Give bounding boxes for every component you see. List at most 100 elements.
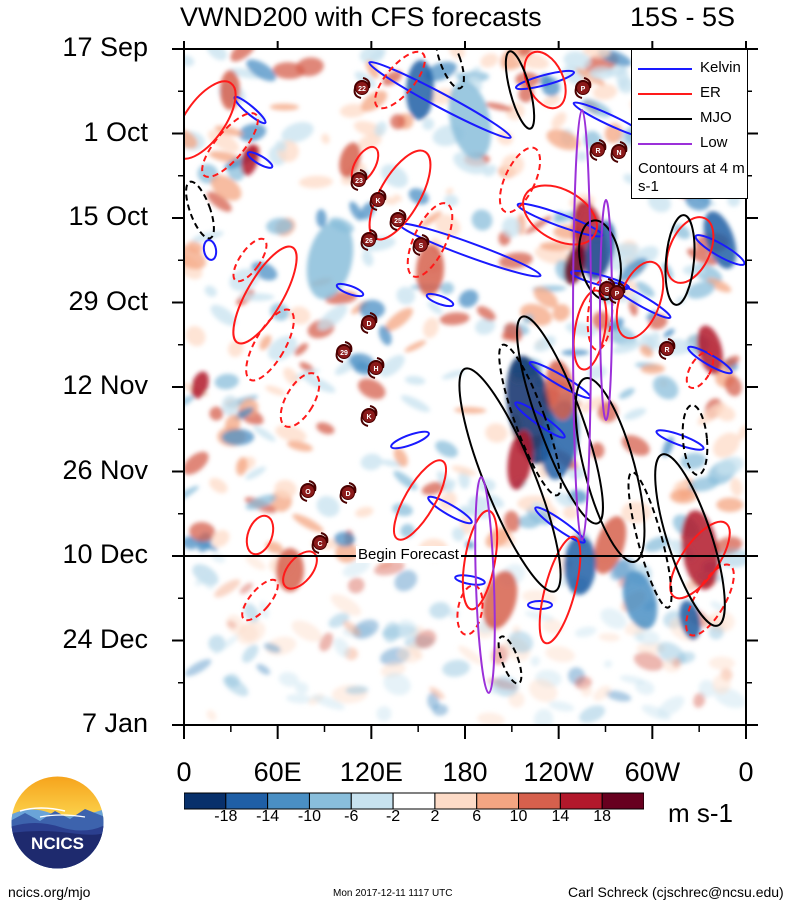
storm-marker-disc xyxy=(576,81,590,95)
storm-marker-label: K xyxy=(375,198,380,205)
mjo-contour xyxy=(627,471,673,609)
storm-marker-label: 23 xyxy=(355,178,363,185)
storm-marker-disc xyxy=(369,361,383,375)
storm-marker-label: D xyxy=(366,321,371,328)
storm-marker: S xyxy=(412,234,430,256)
storm-marker: R xyxy=(589,139,607,161)
storm-marker-label: 22 xyxy=(358,86,366,93)
storm-marker-label: S xyxy=(419,243,424,250)
colorbar-tick-label: -14 xyxy=(256,808,280,825)
colorbar-tick-label: 14 xyxy=(551,808,570,825)
storm-marker: R xyxy=(658,338,676,360)
x-tick-label: 0 xyxy=(176,757,192,787)
y-tick-label: 10 Dec xyxy=(62,539,148,569)
storm-marker: 23 xyxy=(350,169,368,191)
kelvin-contour xyxy=(694,234,746,266)
mjo-contour xyxy=(497,635,523,685)
legend-swatch-kelvin xyxy=(638,68,692,70)
er-contour xyxy=(572,289,608,371)
storm-marker-label: 26 xyxy=(365,238,373,245)
axis-ticks xyxy=(172,41,758,739)
low-contour xyxy=(599,199,613,421)
storm-marker-disc xyxy=(301,484,315,498)
chart-title: VWND200 with CFS forecasts xyxy=(180,2,542,32)
storm-marker-disc xyxy=(391,213,405,227)
mjo-contour xyxy=(435,49,465,90)
footer-timestamp: Mon 2017-12-11 1117 UTC xyxy=(333,888,453,899)
storm-marker: P xyxy=(608,282,626,304)
er-contour xyxy=(669,520,731,600)
storm-marker-disc xyxy=(591,143,605,157)
x-tick-label: 60W xyxy=(624,757,681,787)
storm-marker-label: N xyxy=(616,150,621,157)
er-contour xyxy=(522,184,598,246)
storm-marker: K xyxy=(360,405,378,427)
x-tick-label: 120W xyxy=(523,757,594,787)
storm-marker: H xyxy=(367,357,385,379)
colorbar-tick-label: 10 xyxy=(509,808,528,825)
er-contour xyxy=(245,514,275,556)
y-tick-label: 1 Oct xyxy=(83,116,148,147)
storm-marker: O xyxy=(299,480,317,502)
x-tick-label: 180 xyxy=(442,757,488,787)
kelvin-contour xyxy=(202,239,218,261)
storm-marker-disc xyxy=(355,81,369,95)
kelvin-contour xyxy=(335,282,365,298)
kelvin-contour xyxy=(390,430,430,450)
colorbar-tick-label: -18 xyxy=(214,808,238,825)
storm-marker: 26 xyxy=(360,229,378,251)
x-tick-label: 0 xyxy=(738,757,754,787)
legend-label-er: ER xyxy=(700,84,721,101)
storm-marker: C xyxy=(311,532,329,554)
x-tick-label: 120E xyxy=(339,757,403,787)
storm-marker-disc xyxy=(660,342,674,356)
mjo-contour xyxy=(574,377,646,563)
storm-marker-label: S xyxy=(605,287,610,294)
kelvin-contour xyxy=(246,151,274,169)
storm-marker: K xyxy=(369,189,387,211)
er-contour xyxy=(232,237,268,283)
storm-marker-label: C xyxy=(317,541,322,548)
er-contour xyxy=(184,80,237,160)
begin-forecast-label: Begin Forecast xyxy=(356,546,461,563)
er-contour xyxy=(393,459,447,541)
storm-marker: 25 xyxy=(389,209,407,231)
mjo-contour xyxy=(578,219,622,301)
legend-label-low: Low xyxy=(700,134,728,151)
logo-text: NCICS xyxy=(31,834,84,853)
legend-contour-note: Contours at 4 m s-1 xyxy=(638,160,745,195)
y-tick-label: 15 Oct xyxy=(68,201,148,231)
mjo-contour xyxy=(664,214,696,306)
storm-marker-disc xyxy=(337,345,351,359)
colorbar-tick-label: -2 xyxy=(385,808,401,825)
y-tick-label: 7 Jan xyxy=(81,708,148,738)
er-contour xyxy=(456,584,484,636)
storm-marker-disc xyxy=(352,173,366,187)
er-contour xyxy=(685,563,735,637)
storm-marker-disc xyxy=(313,536,327,550)
er-contour xyxy=(201,112,259,178)
er-contour xyxy=(685,350,715,390)
er-contour xyxy=(538,535,582,645)
storm-marker: 22 xyxy=(353,77,371,99)
mjo-contour xyxy=(185,180,215,240)
storm-marker-disc xyxy=(612,145,626,159)
storm-marker-label: H xyxy=(373,366,378,373)
mjo-contour xyxy=(681,404,709,476)
colorbar-swatch xyxy=(184,792,227,810)
storm-marker-disc xyxy=(371,193,385,207)
legend-item-mjo: MJO xyxy=(632,108,747,130)
colorbar-tick-label: -10 xyxy=(297,808,322,825)
storm-marker-label: R xyxy=(664,347,669,354)
er-contour xyxy=(498,146,542,214)
mjo-contour xyxy=(654,453,726,627)
er-contour xyxy=(245,308,295,382)
er-contour xyxy=(282,550,318,590)
legend-label-mjo: MJO xyxy=(700,109,732,126)
storm-marker-disc xyxy=(610,286,624,300)
er-contour xyxy=(374,50,426,110)
footer-url[interactable]: ncics.org/mjo xyxy=(8,884,91,900)
colorbar-units: m s-1 xyxy=(668,798,733,828)
colorbar-tick-label: 2 xyxy=(430,808,440,825)
